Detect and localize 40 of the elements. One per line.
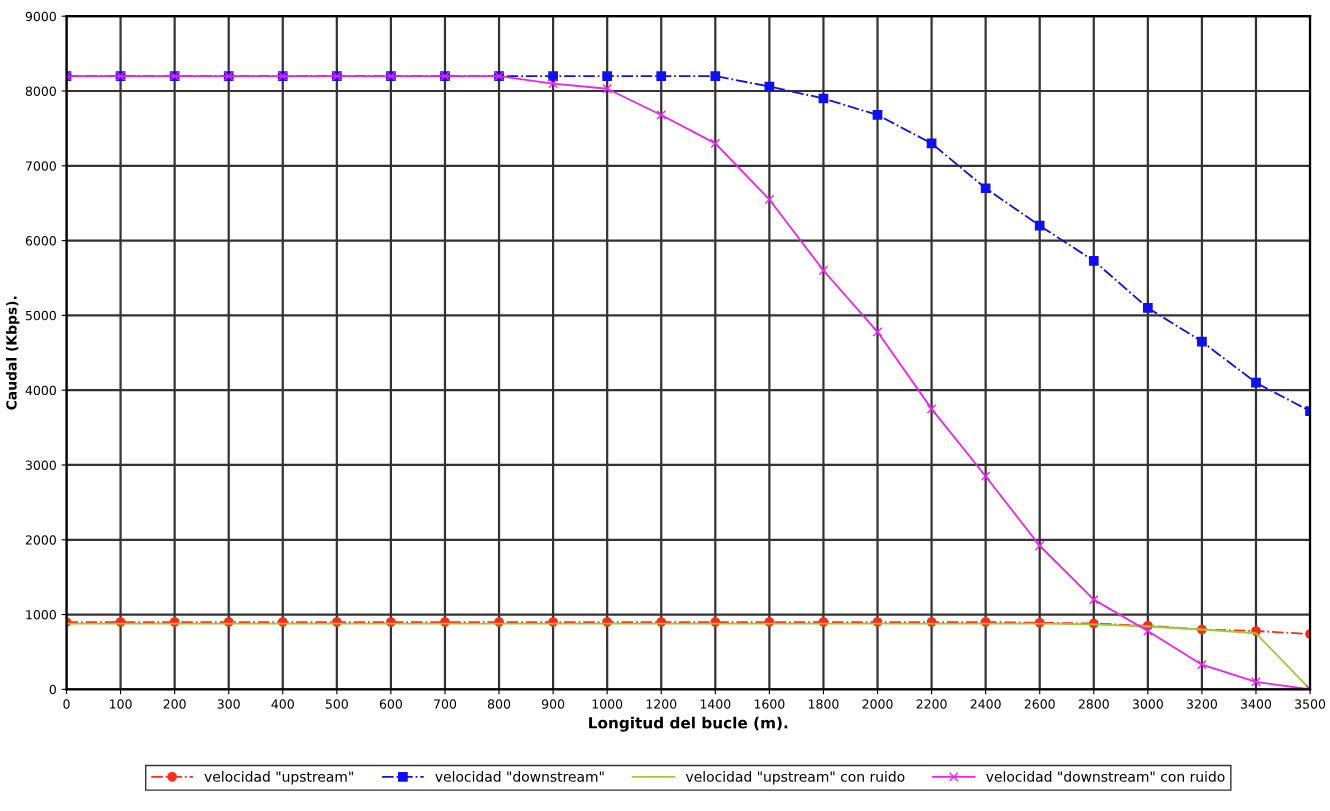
x-tick-label: 1200	[646, 699, 677, 709]
x-tick-label: 700	[434, 699, 457, 709]
x-tick-label: 500	[325, 699, 348, 709]
y-tick-label: 5000	[25, 310, 56, 321]
x-tick-label: 3400	[1241, 699, 1272, 709]
x-tick-label: 1400	[700, 699, 731, 709]
x-tick-label: 2800	[1078, 699, 1109, 709]
x-tick-label: 400	[271, 699, 294, 709]
y-tick-label: 0	[49, 684, 56, 695]
y-tick-label: 8000	[25, 86, 56, 96]
x-tick-label: 300	[217, 699, 240, 709]
x-tick-label: 2000	[862, 699, 893, 709]
y-tick-label: 9000	[25, 11, 56, 22]
y-tick-label: 1000	[26, 610, 56, 620]
x-tick-label: 900	[541, 699, 565, 709]
y-tick-label: 2000	[25, 535, 56, 545]
x-tick-label: 2200	[916, 699, 947, 709]
x-tick-label: 200	[163, 699, 186, 709]
x-tick-label: 1000	[592, 699, 623, 709]
legend-label: velocidad "downstream" con ruido	[986, 771, 1225, 782]
x-tick-label: 100	[110, 699, 132, 709]
x-tick-label: 600	[379, 699, 402, 709]
x-tick-label: 2400	[970, 699, 1001, 709]
x-tick-label: 0	[63, 699, 70, 709]
x-tick-label: 3200	[1186, 699, 1217, 709]
legend-label: velocidad "upstream" con ruido	[685, 771, 905, 785]
y-tick-label: 4000	[25, 385, 56, 396]
y-tick-label: 7000	[25, 161, 56, 171]
x-tick-label: 1800	[808, 699, 839, 709]
y-tick-label: 3000	[25, 460, 56, 470]
x-tick-label: 3500	[1295, 699, 1326, 709]
y-axis-title: Caudal (Kbps).	[5, 296, 20, 410]
x-axis-title: Longitud del bucle (m).	[589, 716, 788, 732]
legend-label: velocidad "downstream"	[435, 771, 604, 782]
x-tick-label: 3000	[1132, 699, 1163, 709]
x-tick-label: 800	[487, 699, 511, 709]
y-tick-label: 6000	[25, 236, 56, 246]
x-tick-label: 1600	[754, 699, 785, 709]
x-tick-label: 2600	[1024, 699, 1055, 709]
legend-label: velocidad "upstream"	[204, 771, 353, 785]
